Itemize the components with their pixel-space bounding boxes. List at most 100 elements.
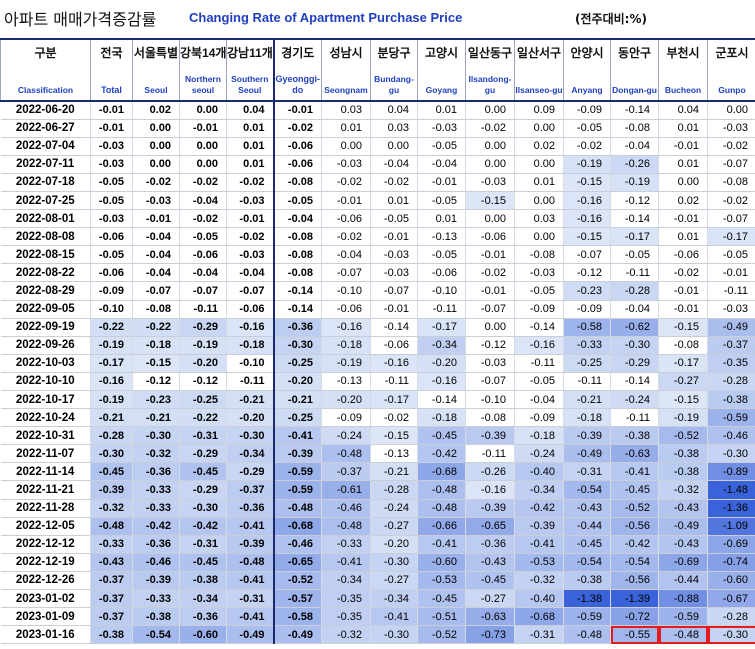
table-cell: -0.57 [272, 589, 322, 609]
table-cell: -0.27 [370, 571, 418, 591]
table-cell: -0.36 [226, 499, 274, 518]
table-cell: -0.03 [514, 263, 564, 283]
table-cell: -0.14 [272, 281, 322, 301]
table-cell: -0.08 [272, 263, 322, 283]
table-cell: 0.01 [370, 191, 418, 211]
table-cell: -0.16 [514, 336, 564, 355]
table-cell: 0.01 [658, 119, 708, 138]
table-cell: -0.36 [272, 318, 322, 337]
table-cell: -0.30 [707, 625, 755, 645]
table-cell: -0.03 [465, 354, 515, 373]
column-header-english: Bucheon [664, 85, 702, 95]
table-cell: -0.38 [658, 444, 708, 464]
table-cell: -0.22 [132, 318, 180, 337]
table-cell: -0.18 [226, 336, 274, 355]
table-cell: -0.14 [370, 318, 418, 337]
table-cell: -0.56 [610, 571, 659, 591]
table-cell: -0.05 [179, 227, 227, 247]
table-cell: -0.11 [465, 444, 515, 464]
table-cell: 0.02 [514, 137, 564, 156]
table-cell: -0.11 [226, 372, 274, 392]
table-cell: -0.08 [610, 119, 659, 138]
table-cell: -0.01 [370, 300, 418, 319]
table-cell: -0.05 [563, 119, 611, 138]
table-cell: -0.49 [563, 444, 611, 464]
table-row: 2022-08-08 -0.06 -0.04 -0.05 -0.02 -0.08 -0.02… [0, 227, 755, 247]
table-row: 2022-07-11 -0.03 0.00 0.00 0.01 -0.06 -0.03 -0.… [0, 155, 755, 174]
table-cell: -0.13 [417, 227, 466, 247]
table-cell: -0.29 [179, 318, 227, 337]
table-cell: -0.35 [321, 589, 371, 609]
table-cell: -0.19 [321, 354, 371, 373]
table-cell: 0.00 [514, 119, 564, 138]
row-date: 2022-10-03 [0, 354, 91, 373]
table-cell: -0.03 [465, 173, 515, 192]
table-cell: -0.14 [610, 372, 659, 392]
table-cell: -0.04 [179, 191, 227, 211]
table-cell: -0.09 [321, 408, 371, 428]
table-row: 2023-01-09 -0.37 -0.38 -0.36 -0.41 -0.58 -0.35… [0, 607, 755, 627]
column-header-korean: 구분 [34, 46, 57, 60]
table-cell: -0.17 [610, 227, 659, 247]
table-cell: -0.01 [90, 119, 133, 138]
table-cell: 0.01 [658, 155, 708, 174]
table-cell: -0.03 [707, 119, 755, 138]
table-cell: -0.63 [465, 607, 515, 627]
table-cell: -0.05 [90, 245, 133, 265]
row-date: 2022-07-11 [0, 155, 91, 174]
table-cell: -0.21 [90, 408, 133, 428]
table-cell: -0.09 [514, 408, 564, 428]
table-cell: -0.05 [417, 137, 466, 156]
table-cell: -1.38 [563, 589, 611, 609]
table-cell: -0.17 [417, 318, 466, 337]
table-cell: -0.40 [514, 589, 564, 609]
column-header-english: Gunpo [718, 85, 746, 95]
table-cell: 0.00 [465, 101, 515, 120]
table-cell: -0.42 [132, 517, 180, 536]
row-date: 2022-12-19 [0, 553, 91, 572]
table-cell: -0.39 [465, 426, 515, 446]
table-cell: -0.54 [132, 625, 180, 645]
table-cell: -0.33 [132, 480, 180, 500]
table-cell: 0.00 [321, 137, 371, 156]
table-cell: -0.04 [610, 300, 659, 319]
table-cell: -0.02 [370, 408, 418, 428]
table-cell: -0.56 [610, 517, 659, 536]
table-cell: -0.41 [272, 426, 322, 446]
table-cell: -0.33 [90, 535, 133, 554]
table-cell: -0.27 [658, 372, 708, 392]
table-cell: -0.19 [563, 155, 611, 174]
table-cell: -0.04 [132, 245, 180, 265]
column-header-korean: 군포시 [715, 46, 749, 60]
table-cell: -0.02 [272, 119, 322, 138]
column-header-english: Total [101, 85, 122, 95]
table-cell: -0.88 [658, 589, 708, 609]
table-cell: -0.08 [658, 336, 708, 355]
table-cell: 0.03 [514, 209, 564, 229]
table-cell: -0.07 [132, 281, 180, 301]
table-cell: -0.59 [658, 607, 708, 627]
table-cell: -0.32 [90, 499, 133, 518]
column-header-korean: 경기도 [281, 46, 315, 60]
column-header-english: Anyang [571, 85, 603, 95]
table-cell: -0.34 [370, 589, 418, 609]
row-date: 2022-07-18 [0, 173, 91, 192]
table-row: 2022-12-12 -0.33 -0.36 -0.31 -0.39 -0.46 -0.33… [0, 535, 755, 554]
table-cell: -0.07 [465, 300, 515, 319]
column-header-10: 일산서구 Ilsanseo-gu [514, 38, 564, 102]
title-bar: 아파트 매매가격증감률 Changing Rate of Apartment P… [0, 0, 755, 38]
table-cell: -0.68 [417, 462, 466, 482]
row-date: 2022-09-19 [0, 318, 91, 337]
table-cell: -0.02 [658, 263, 708, 283]
table-cell: -0.04 [321, 245, 371, 265]
table-row: 2022-11-07 -0.30 -0.32 -0.29 -0.34 -0.39 -0.48… [0, 444, 755, 464]
table-cell: -0.30 [370, 625, 418, 645]
column-header-english: Gyeonggi-do [275, 74, 321, 95]
table-cell: 0.00 [132, 137, 180, 156]
table-cell: -0.01 [321, 191, 371, 211]
table-cell: -0.15 [658, 318, 708, 337]
table-cell: -0.34 [226, 444, 274, 464]
column-header-english: Ilsandong-gu [468, 74, 512, 95]
table-cell: -0.05 [707, 245, 755, 265]
table-cell: -0.38 [90, 625, 133, 645]
